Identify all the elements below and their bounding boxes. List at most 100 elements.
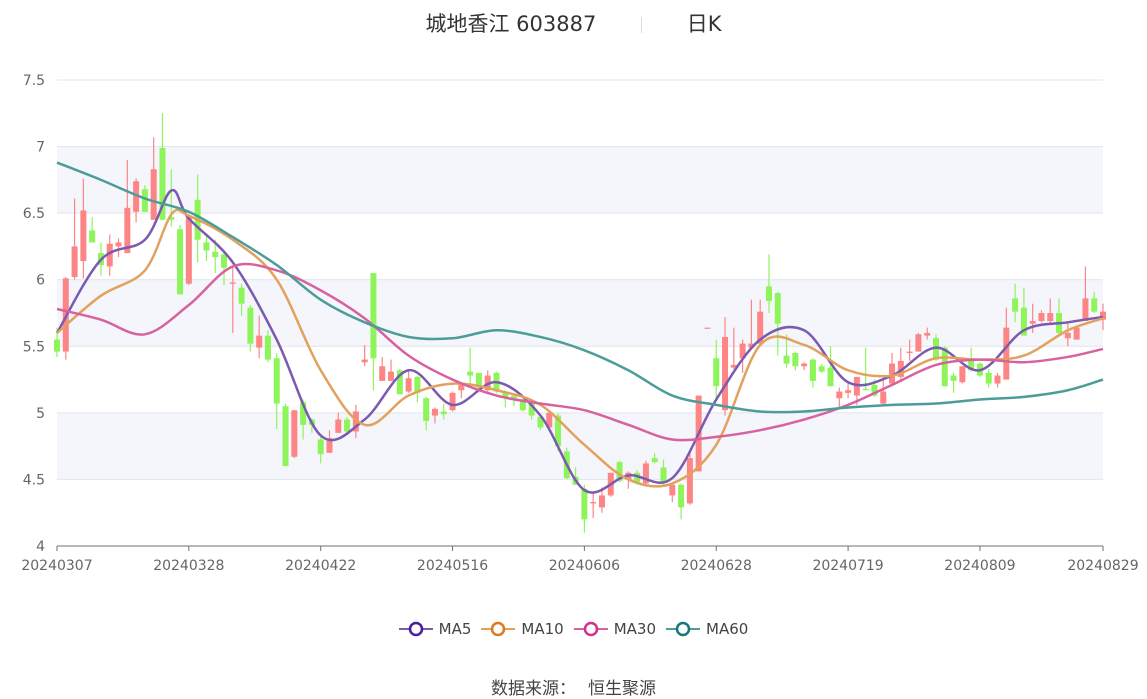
candle-body: [660, 467, 667, 484]
source-label: 数据来源：: [491, 679, 576, 699]
ma-line-ma10: [56, 208, 1104, 488]
candle-body: [642, 463, 649, 484]
candle-up: [1082, 266, 1089, 321]
candle-body: [809, 359, 816, 381]
candle-body: [765, 286, 772, 302]
candle-body: [537, 416, 544, 428]
candle-body: [273, 358, 280, 404]
candle-up: [757, 299, 764, 344]
candle-body: [124, 207, 131, 254]
y-tick-label: 7: [36, 140, 45, 156]
candle-down: [950, 372, 957, 393]
candle-body: [168, 217, 175, 220]
candle-up: [801, 362, 808, 371]
y-tick-label: 4.5: [23, 472, 45, 488]
candle-body: [862, 388, 869, 391]
candle-down: [238, 283, 245, 316]
x-tick-label: 20240328: [153, 558, 224, 574]
candle-down: [651, 452, 658, 464]
candle-down: [221, 250, 228, 286]
candle-down: [396, 368, 403, 395]
candle-down: [581, 484, 588, 533]
candle-body: [1073, 327, 1080, 340]
candle-body: [317, 439, 324, 455]
candle-up: [730, 327, 737, 369]
x-tick-label: 20240809: [944, 558, 1015, 574]
candle-body: [247, 307, 254, 344]
candle-body: [238, 287, 245, 304]
candle-up: [598, 487, 605, 513]
data-source: 数据来源： 恒生聚源: [0, 674, 1147, 699]
y-tick-label: 5: [36, 406, 45, 422]
candle-up: [150, 137, 157, 220]
candle-down: [282, 403, 289, 467]
x-axis: 20240307 20240328 20240422 20240516 20240606…: [21, 545, 1139, 574]
period-label: 日K: [686, 12, 722, 36]
candle-body: [959, 366, 966, 383]
candle-body: [1020, 307, 1027, 336]
candle-body: [511, 395, 518, 399]
candle-up: [133, 178, 140, 223]
candle-up: [1064, 323, 1071, 347]
legend-item-ma10[interactable]: MA10: [481, 620, 564, 638]
candle-body: [528, 403, 535, 416]
candle-body: [1047, 313, 1054, 321]
candle-body: [291, 410, 298, 457]
candle-down: [423, 396, 430, 431]
candle-down: [370, 273, 377, 391]
candle-up: [915, 332, 922, 352]
x-tick-label: 20240606: [549, 558, 620, 574]
legend-item-ma30[interactable]: MA30: [573, 620, 657, 638]
candle-down: [273, 352, 280, 429]
candle-body: [941, 347, 948, 387]
candle-down: [467, 347, 474, 388]
candle-up: [897, 347, 904, 383]
candle-down: [1012, 283, 1019, 323]
candle-up: [405, 370, 412, 393]
ma-line-ma5: [55, 188, 1104, 494]
legend-item-ma60[interactable]: MA60: [666, 620, 748, 638]
legend-line-circle-icon: [666, 621, 701, 637]
candle-down: [1020, 287, 1027, 336]
candlestick-chart: 4 4.5 5 5.5 6 6.5 7 7.5 20240307 20240328 2024042…: [21, 73, 1139, 574]
candle-up: [291, 410, 298, 459]
candle-down: [177, 225, 184, 295]
legend-label: MA10: [521, 620, 564, 638]
candle-down: [818, 363, 825, 373]
legend-item-ma5[interactable]: MA5: [398, 620, 471, 638]
candle-body: [1091, 298, 1098, 312]
candle-body: [221, 254, 228, 268]
candle-down: [159, 113, 166, 220]
ma-lines: [55, 161, 1104, 494]
candle-up: [669, 483, 676, 503]
candle-body: [264, 335, 271, 360]
candle-up: [80, 178, 87, 279]
candle-up: [361, 344, 368, 367]
candle-up: [1100, 303, 1106, 331]
legend-label: MA30: [613, 620, 657, 638]
legend-line-circle-icon: [481, 621, 516, 637]
candle-up: [546, 412, 553, 428]
x-tick-label: 20240307: [21, 558, 92, 574]
candle-body: [106, 243, 113, 267]
candle-body: [924, 332, 931, 336]
candle-body: [229, 282, 236, 284]
source-name: 恒生聚源: [588, 679, 656, 699]
candle-body: [555, 415, 562, 447]
candle-body: [722, 336, 729, 411]
candle-body: [757, 311, 764, 344]
candle-down: [809, 358, 816, 388]
candle-down: [678, 483, 685, 520]
candle-up: [704, 327, 711, 329]
candle-up: [889, 352, 896, 387]
candle-body: [54, 339, 60, 352]
candle-body: [440, 411, 447, 415]
candle-body: [352, 411, 359, 432]
candle-down: [783, 334, 790, 368]
candle-down: [713, 339, 720, 400]
candle-down: [827, 346, 834, 387]
candle-down: [519, 396, 526, 412]
candle-body: [704, 327, 711, 329]
candle-up: [906, 339, 913, 361]
candle-body: [985, 372, 992, 384]
